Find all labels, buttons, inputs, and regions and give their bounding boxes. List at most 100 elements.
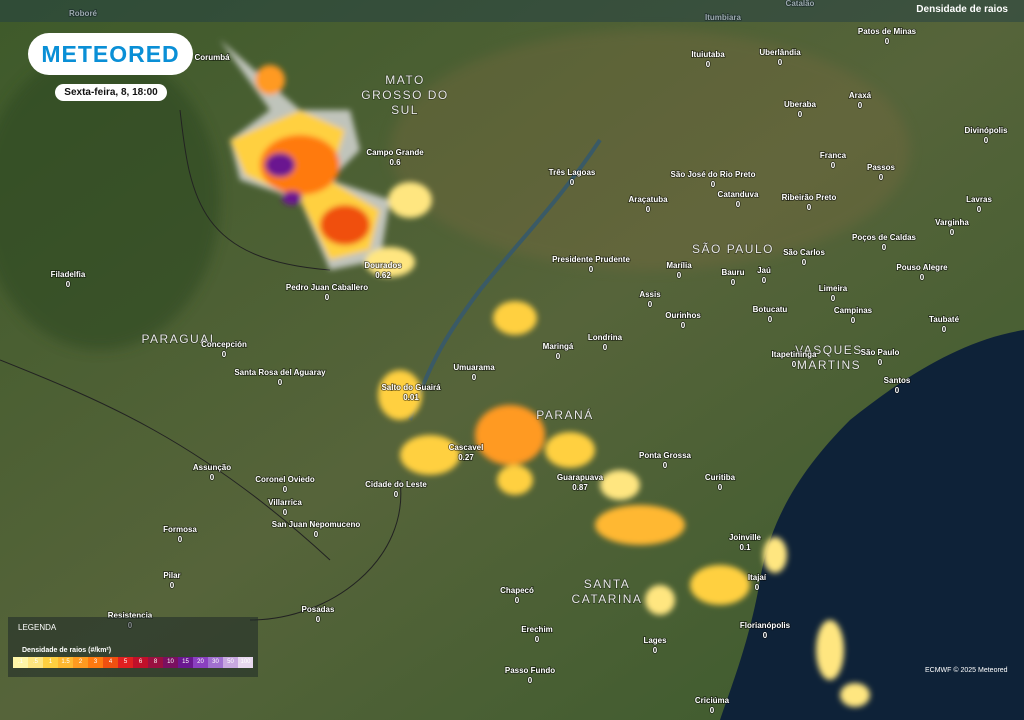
legend: LEGENDA Densidade de raios (#/km²) .1.5 1… [8, 617, 258, 677]
city-name: Criciúma [695, 696, 730, 705]
city-name: Corumbá [194, 53, 230, 62]
legend-swatch: .1 [13, 657, 28, 668]
city-value: 0.6 [389, 158, 401, 167]
city-name: Ponta Grossa [639, 451, 692, 460]
region-label: MATO GROSSO DO SUL [361, 73, 449, 117]
city-name: Londrina [588, 333, 623, 342]
city-value: 0 [314, 530, 319, 539]
city-value: 0 [977, 205, 982, 214]
lightning [220, 40, 870, 707]
city-name: Itajaí [748, 573, 767, 582]
city-value: 0 [648, 300, 653, 309]
region-label: SANTA CATARINA [572, 577, 643, 606]
city-value: 0.27 [458, 453, 474, 462]
city-value: 0 [556, 352, 561, 361]
city-value: 0 [316, 615, 321, 624]
legend-swatch: 1 [43, 657, 58, 668]
legend-scale: .1.5 1 1.5 2 3 4 5 6 8 10 15 20 30 50 100 [13, 657, 253, 668]
city-value: 0 [178, 535, 183, 544]
city-value: 0 [950, 228, 955, 237]
river [408, 138, 602, 421]
city-value: 0 [394, 490, 399, 499]
city-value: 0 [778, 58, 783, 67]
city-name: Jaú [757, 266, 771, 275]
city-value: 0 [885, 37, 890, 46]
city-name: Patos de Minas [858, 27, 917, 36]
city-value: 0 [718, 483, 723, 492]
city-value: 0 [831, 161, 836, 170]
city-name: Marília [666, 261, 692, 270]
city-name: Três Lagoas [549, 168, 596, 177]
terrain [0, 50, 220, 350]
legend-swatch: 10 [163, 657, 178, 668]
city-name: Ribeirão Preto [782, 193, 837, 202]
legend-subtitle: Densidade de raios (#/km²) [22, 647, 112, 654]
city-value: 0 [942, 325, 947, 334]
city-value: 0 [472, 373, 477, 382]
city-name: Formosa [163, 525, 197, 534]
city-value: 0 [792, 360, 797, 369]
city-name: Passo Fundo [505, 666, 555, 675]
legend-swatch: .5 [28, 657, 43, 668]
city-name: Passos [867, 163, 896, 172]
city-name: Poços de Caldas [852, 233, 917, 242]
city-value: 0 [535, 635, 540, 644]
city-name: Santos [884, 376, 911, 385]
city-value: 0 [283, 508, 288, 517]
city-name: Itumbiara [705, 13, 742, 22]
legend-swatch: 50 [223, 657, 238, 668]
city-name: Chapecó [500, 586, 534, 595]
city-name: Uberaba [784, 100, 817, 109]
city-name: São Carlos [783, 248, 825, 257]
city-value: 0 [210, 473, 215, 482]
city-value: 0 [589, 265, 594, 274]
city-value: 0 [570, 178, 575, 187]
city-value: 0 [170, 581, 175, 590]
legend-swatch: 3 [88, 657, 103, 668]
city-value: 0 [515, 596, 520, 605]
city-value: 0 [879, 173, 884, 182]
city-value: 0.62 [375, 271, 391, 280]
credit: ECMWF © 2025 Meteored [925, 667, 1008, 674]
city-name: Posadas [302, 605, 335, 614]
top-bar: Densidade de raios [0, 0, 1024, 22]
legend-swatch: 2 [73, 657, 88, 668]
city-value: 0 [528, 676, 533, 685]
city-name: Villarrica [268, 498, 302, 507]
city-name: Itapetininga [772, 350, 817, 359]
city-name: Lavras [966, 195, 992, 204]
city-value: 0 [278, 378, 283, 387]
city-name: Assis [639, 290, 661, 299]
city-name: Curitiba [705, 473, 736, 482]
city-name: Bauru [721, 268, 744, 277]
terrain [390, 30, 910, 270]
city-value: 0 [798, 110, 803, 119]
city-name: Catanduva [718, 190, 759, 199]
city-value: 0 [731, 278, 736, 287]
city-value: 0 [920, 273, 925, 282]
city-value: 0 [882, 243, 887, 252]
city-value: 0 [878, 358, 883, 367]
city-name: São Paulo [861, 348, 900, 357]
region-label: SÃO PAULO [692, 242, 774, 256]
ocean [720, 330, 1024, 720]
city-value: 0 [895, 386, 900, 395]
city-name: Campinas [834, 306, 873, 315]
city-value: 0 [325, 293, 330, 302]
city-value: 0 [755, 583, 760, 592]
legend-swatch: 6 [133, 657, 148, 668]
layer-label[interactable]: Densidade de raios [916, 4, 1008, 15]
city-value: 0 [710, 706, 715, 715]
city-value: 0.01 [403, 393, 419, 402]
city-name: Araçatuba [628, 195, 668, 204]
city-value: 0 [802, 258, 807, 267]
city-value: 0 [736, 200, 741, 209]
city-name: San Juan Nepomuceno [272, 520, 361, 529]
logo[interactable]: METEORED [28, 33, 193, 75]
city-name: Catalão [786, 0, 815, 8]
legend-swatch: 8 [148, 657, 163, 668]
city-name: Ourinhos [665, 311, 701, 320]
city-name: Guarapuava [557, 473, 604, 482]
city-value: 0 [663, 461, 668, 470]
